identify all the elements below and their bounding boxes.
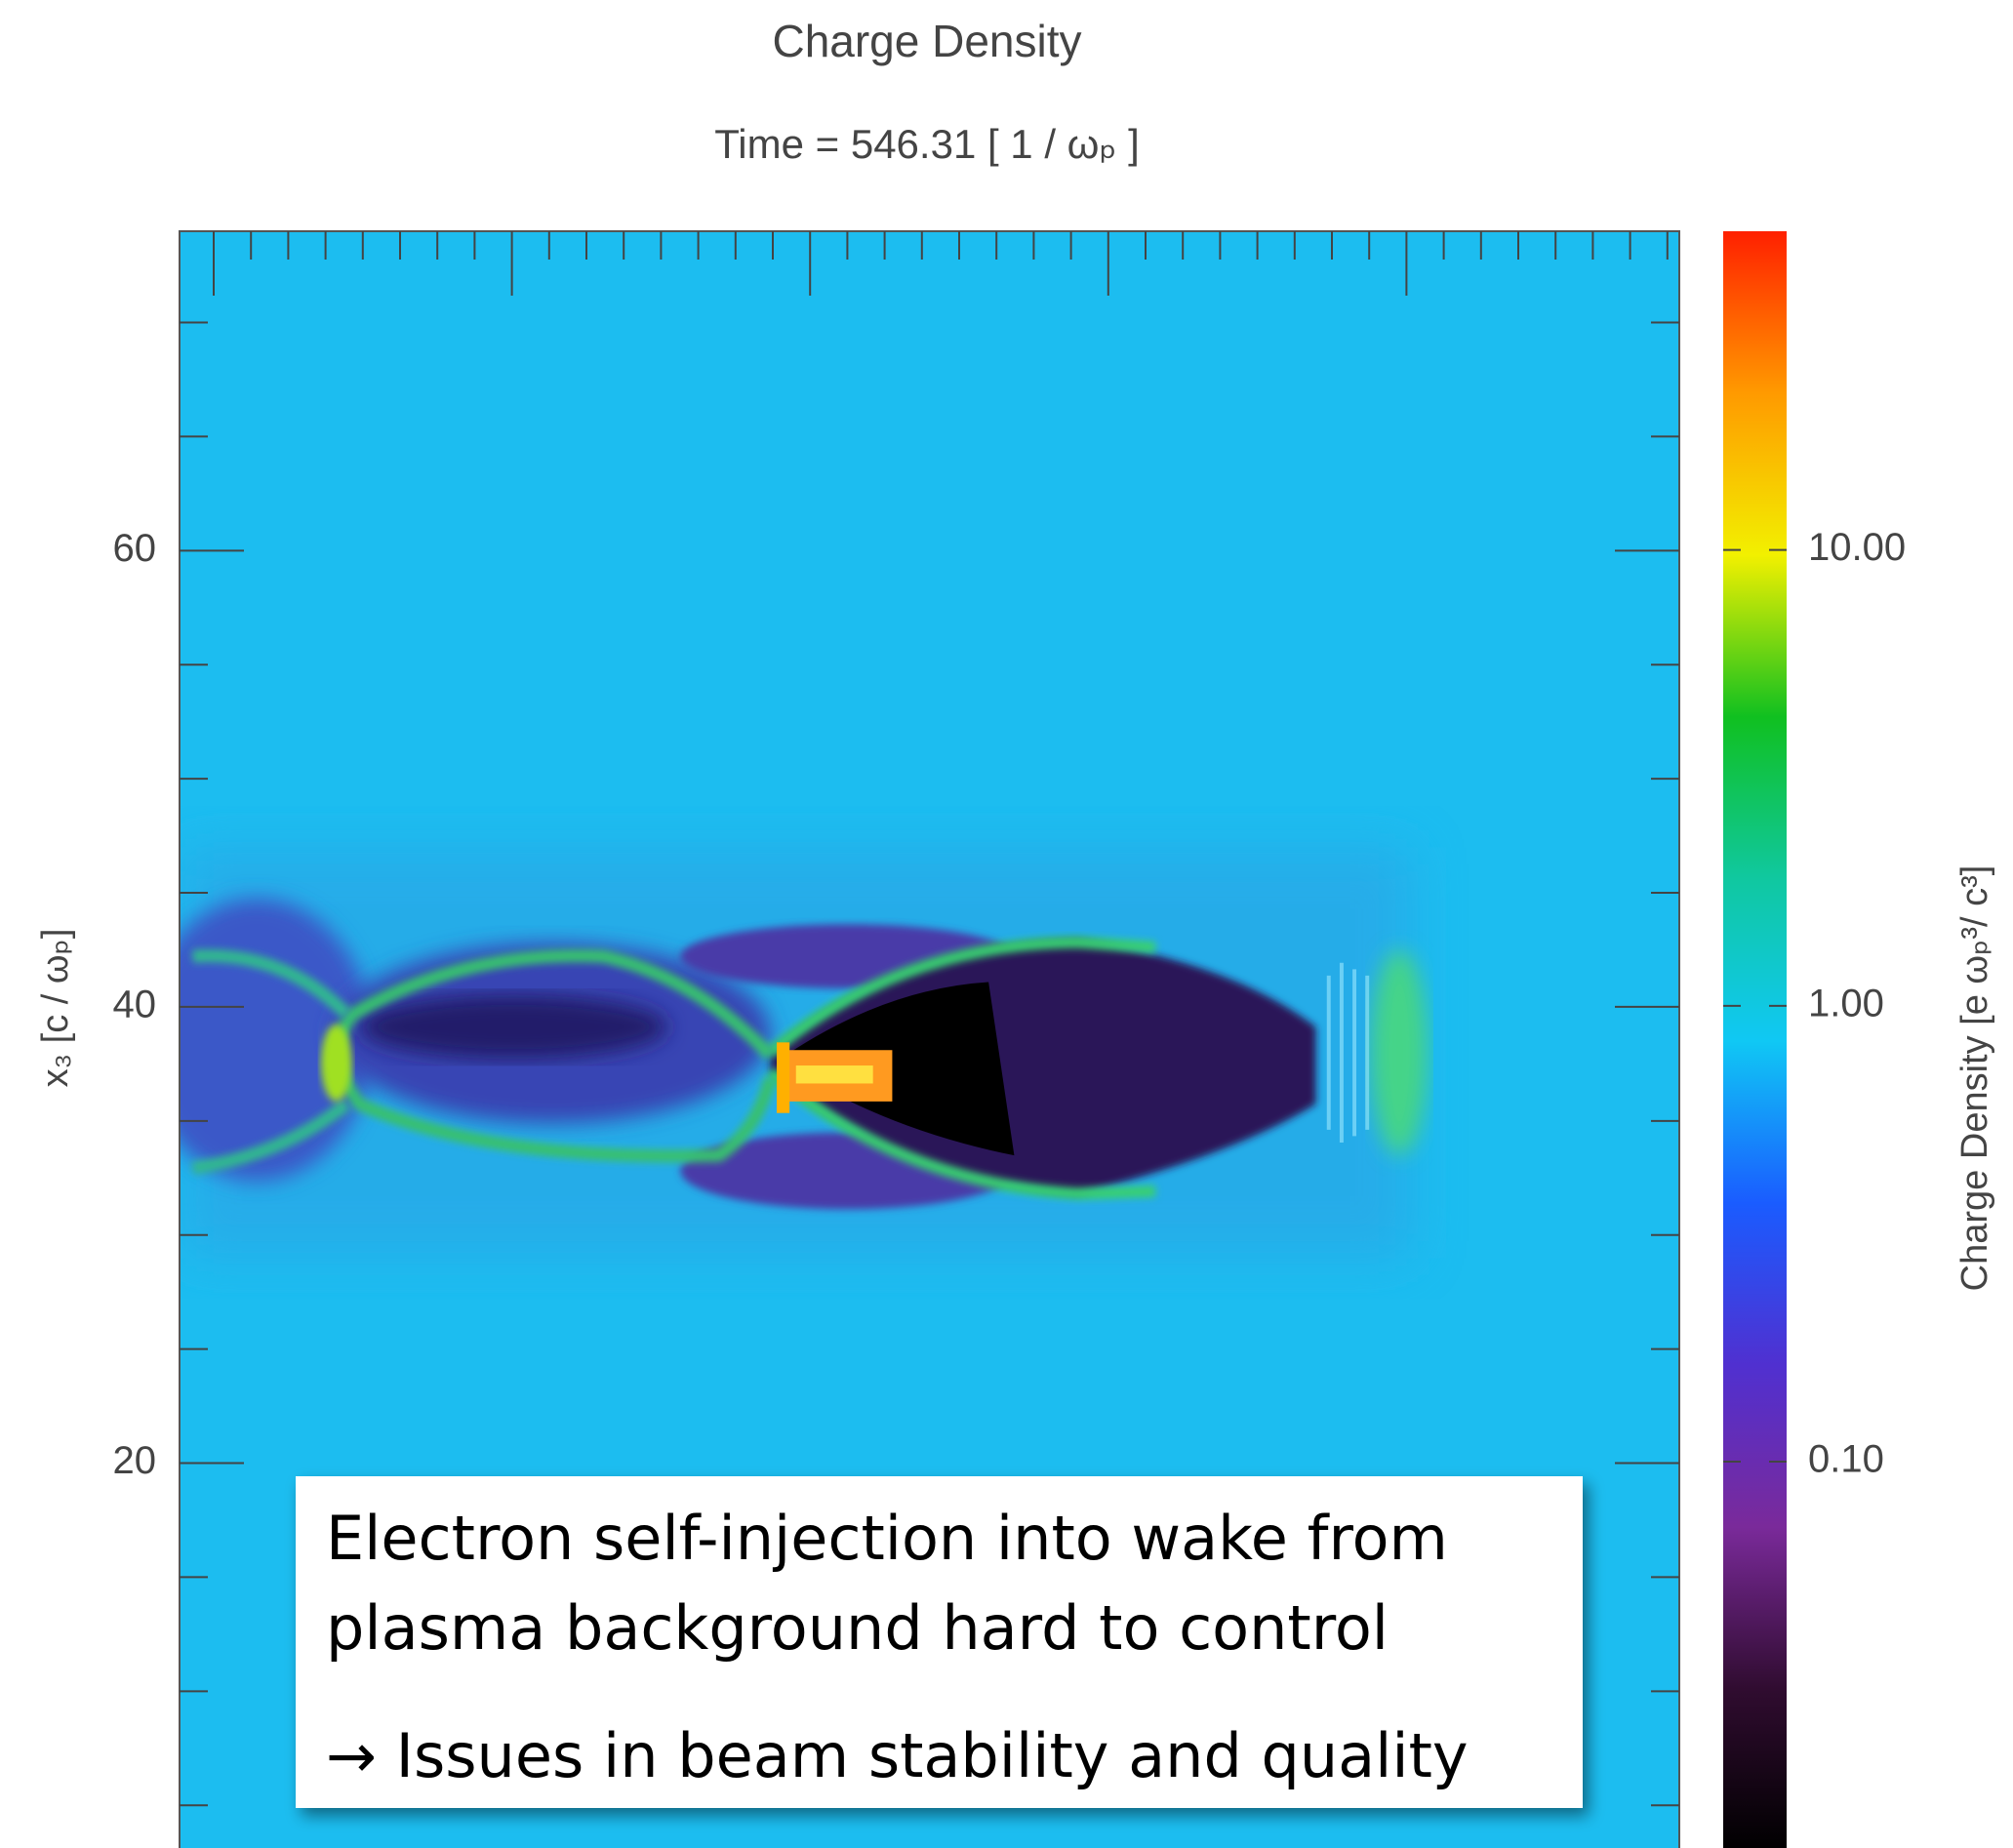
- chart-subtitle: Time = 546.31 [ 1 / ωₚ ]: [714, 121, 1140, 167]
- colorbar: [1723, 231, 1787, 1848]
- annotation-text: → Issues in beam stability and quality: [326, 1720, 1469, 1791]
- colorbar-label: Charge Density [e ωₚ³/ c³]: [1954, 865, 1995, 1292]
- colorbar-tick-label: 0.10: [1808, 1438, 1884, 1481]
- annotation-text: plasma background hard to control: [326, 1592, 1389, 1664]
- y-tick-label: 60: [113, 527, 157, 570]
- y-tick-label: 20: [113, 1439, 157, 1482]
- y-tick-label: 40: [113, 983, 157, 1025]
- annotation: Electron self-injection into wake from p…: [296, 1476, 1583, 1808]
- colorbar-tick-label: 10.00: [1808, 526, 1906, 569]
- heatmap-features: [180, 847, 1429, 1259]
- x-ticks: [213, 231, 1669, 296]
- annotation-text: Electron self-injection into wake from: [326, 1503, 1448, 1574]
- annotation-box: [296, 1476, 1583, 1808]
- chart-title: Charge Density: [772, 16, 1081, 66]
- y-axis-label: x₃ [c / ωₚ]: [35, 929, 76, 1088]
- colorbar-tick-label: 1.00: [1808, 982, 1884, 1024]
- plot-frame: [179, 230, 1680, 1848]
